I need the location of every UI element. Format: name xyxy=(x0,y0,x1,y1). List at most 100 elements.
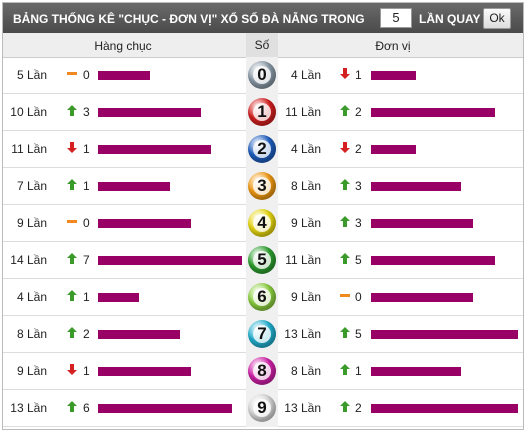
trend-icon xyxy=(340,290,350,304)
count-bar xyxy=(371,256,496,265)
count-label: 11 Lần xyxy=(285,105,321,119)
change: 5 xyxy=(355,253,362,267)
units-header: Đơn vị xyxy=(375,39,411,53)
count-bar xyxy=(371,182,462,191)
count-label: 4 Lần xyxy=(290,142,321,156)
count-bar xyxy=(371,367,462,376)
row: 11 Lần 1 4 Lần 2 2 xyxy=(3,131,523,168)
count-label: 4 Lần xyxy=(16,290,47,304)
row: 14 Lần 7 11 Lần 5 5 xyxy=(3,242,523,279)
row: 8 Lần 2 13 Lần 5 7 xyxy=(3,316,523,353)
digit: 1 xyxy=(253,103,271,121)
trend-icon xyxy=(67,68,77,82)
trend-icon xyxy=(67,253,77,267)
count-bar xyxy=(98,182,171,191)
change: 1 xyxy=(83,364,90,378)
count-label: 5 Lần xyxy=(16,68,47,82)
digit: 9 xyxy=(253,399,271,417)
count-label: 13 Lần xyxy=(284,401,321,415)
trend-icon xyxy=(67,401,77,415)
trend-icon xyxy=(340,216,350,230)
change: 2 xyxy=(355,142,362,156)
count-label: 4 Lần xyxy=(290,68,321,82)
row: 4 Lần 1 9 Lần 0 6 xyxy=(3,279,523,316)
change: 5 xyxy=(355,327,362,341)
count-label: 8 Lần xyxy=(290,179,321,193)
count-bar xyxy=(371,108,496,117)
digit-ball: 0 xyxy=(248,61,276,89)
count-label: 10 Lần xyxy=(10,105,47,119)
title-suffix: LẦN QUAY xyxy=(419,12,481,26)
trend-icon xyxy=(340,105,350,119)
change: 7 xyxy=(83,253,90,267)
title: BẢNG THỐNG KÊ "CHỤC - ĐƠN VỊ" XỔ SỐ ĐÀ N… xyxy=(13,12,365,26)
ok-button[interactable]: Ok xyxy=(483,8,511,29)
digit: 3 xyxy=(253,177,271,195)
change: 1 xyxy=(83,290,90,304)
change: 2 xyxy=(83,327,90,341)
count-label: 9 Lần xyxy=(290,216,321,230)
count-bar xyxy=(371,145,417,154)
count-label: 9 Lần xyxy=(16,364,47,378)
count-label: 11 Lần xyxy=(11,142,47,156)
digit: 2 xyxy=(253,140,271,158)
row: 10 Lần 3 11 Lần 2 1 xyxy=(3,94,523,131)
digit-ball: 4 xyxy=(248,209,276,237)
change: 1 xyxy=(355,364,362,378)
change: 0 xyxy=(355,290,362,304)
count-bar xyxy=(371,330,518,339)
change: 2 xyxy=(355,401,362,415)
trend-icon xyxy=(67,142,77,156)
count-label: 13 Lần xyxy=(10,401,47,415)
count-bar xyxy=(371,219,473,228)
spins-input[interactable]: 5 xyxy=(380,8,412,28)
digit: 8 xyxy=(253,362,271,380)
tens-header: Hàng chục xyxy=(94,39,152,53)
trend-icon xyxy=(67,105,77,119)
trend-icon xyxy=(340,327,350,341)
trend-icon xyxy=(340,401,350,415)
digit-ball: 2 xyxy=(248,135,276,163)
count-label: 14 Lần xyxy=(10,253,47,267)
count-bar xyxy=(98,293,140,302)
trend-icon xyxy=(340,68,350,82)
row: 7 Lần 1 8 Lần 3 3 xyxy=(3,168,523,205)
change: 1 xyxy=(355,68,362,82)
digit-ball: 9 xyxy=(248,394,276,422)
change: 3 xyxy=(355,216,362,230)
digit-ball: 6 xyxy=(248,283,276,311)
change: 3 xyxy=(355,179,362,193)
digit-ball: 8 xyxy=(248,357,276,385)
trend-icon xyxy=(340,179,350,193)
header: BẢNG THỐNG KÊ "CHỤC - ĐƠN VỊ" XỔ SỐ ĐÀ N… xyxy=(3,3,523,33)
trend-icon xyxy=(340,364,350,378)
trend-icon xyxy=(67,216,77,230)
count-bar xyxy=(371,404,518,413)
digit-ball: 7 xyxy=(248,320,276,348)
trend-icon xyxy=(67,364,77,378)
digit: 0 xyxy=(253,66,271,84)
change: 6 xyxy=(83,401,90,415)
count-bar xyxy=(98,71,150,80)
row: 9 Lần 1 8 Lần 1 8 xyxy=(3,353,523,390)
digit-ball: 1 xyxy=(248,98,276,126)
count-bar xyxy=(371,71,417,80)
count-label: 7 Lần xyxy=(16,179,47,193)
change: 2 xyxy=(355,105,362,119)
count-label: 9 Lần xyxy=(290,290,321,304)
change: 3 xyxy=(83,105,90,119)
digit: 4 xyxy=(253,214,271,232)
count-bar xyxy=(371,293,473,302)
digit: 7 xyxy=(253,325,271,343)
trend-icon xyxy=(340,253,350,267)
digit-ball: 5 xyxy=(248,246,276,274)
digit-ball: 3 xyxy=(248,172,276,200)
column-header: Hàng chục Số Đơn vị xyxy=(3,33,523,58)
trend-icon xyxy=(67,290,77,304)
count-label: 13 Lần xyxy=(284,327,321,341)
digit: 5 xyxy=(253,251,271,269)
count-label: 8 Lần xyxy=(16,327,47,341)
count-bar xyxy=(98,145,212,154)
change: 1 xyxy=(83,179,90,193)
digit: 6 xyxy=(253,288,271,306)
